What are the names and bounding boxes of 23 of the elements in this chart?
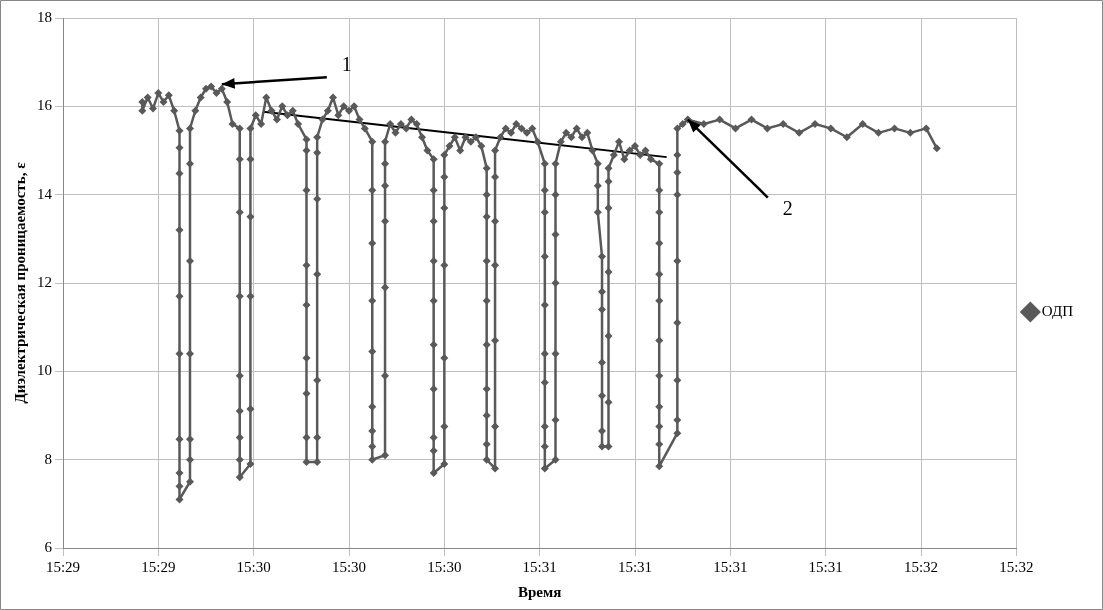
x-tick-label: 15:29 — [45, 558, 81, 575]
x-tick-label: 15:32 — [999, 558, 1034, 575]
x-tick-label: 15:30 — [331, 558, 367, 575]
x-tick-label: 15:31 — [713, 558, 748, 575]
x-tick-label: 15:31 — [522, 558, 557, 575]
y-axis-title: Диэлектрическая проницаемость, ε — [11, 161, 28, 404]
y-tick-label: 18 — [37, 8, 52, 25]
x-tick-label: 15:29 — [141, 558, 176, 575]
x-tick-label: 15:30 — [236, 558, 271, 575]
x-axis-title: Время — [518, 583, 562, 600]
x-tick-label: 15:31 — [617, 558, 653, 575]
y-tick-label: 12 — [37, 273, 52, 290]
y-tick-label: 10 — [37, 362, 52, 379]
legend-label: ОДП — [1041, 302, 1074, 319]
annotation: 1 — [341, 52, 352, 75]
x-tick-label: 15:31 — [808, 558, 843, 575]
y-tick-label: 8 — [44, 450, 52, 467]
annotation: 2 — [782, 196, 793, 219]
y-tick-label: 6 — [44, 538, 53, 555]
x-tick-label: 15:32 — [903, 558, 939, 575]
y-tick-label: 16 — [37, 97, 53, 114]
y-tick-label: 14 — [37, 185, 53, 202]
x-tick-label: 15:30 — [427, 558, 462, 575]
